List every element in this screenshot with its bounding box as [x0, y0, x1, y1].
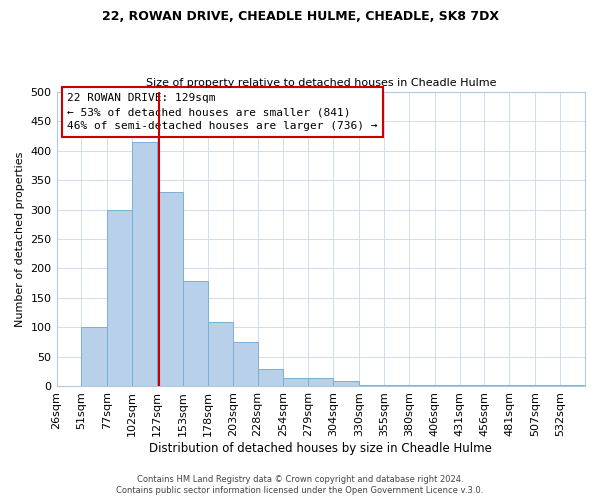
Bar [460, 384, 484, 386]
Bar [384, 384, 409, 386]
Title: Size of property relative to detached houses in Cheadle Hulme: Size of property relative to detached ho… [146, 78, 496, 88]
Bar [107, 210, 132, 386]
Bar [157, 192, 183, 386]
Bar [308, 378, 333, 386]
Text: Contains public sector information licensed under the Open Government Licence v.: Contains public sector information licen… [116, 486, 484, 495]
Bar [509, 384, 535, 386]
Bar [233, 342, 257, 386]
Bar [409, 384, 435, 386]
Bar [257, 369, 283, 386]
Bar [283, 378, 308, 386]
Text: 22, ROWAN DRIVE, CHEADLE HULME, CHEADLE, SK8 7DX: 22, ROWAN DRIVE, CHEADLE HULME, CHEADLE,… [101, 10, 499, 23]
Bar [359, 384, 384, 386]
Y-axis label: Number of detached properties: Number of detached properties [15, 152, 25, 326]
X-axis label: Distribution of detached houses by size in Cheadle Hulme: Distribution of detached houses by size … [149, 442, 492, 455]
Bar [132, 142, 157, 386]
Bar [183, 282, 208, 387]
Bar [82, 328, 107, 386]
Text: 22 ROWAN DRIVE: 129sqm
← 53% of detached houses are smaller (841)
46% of semi-de: 22 ROWAN DRIVE: 129sqm ← 53% of detached… [67, 93, 377, 131]
Bar [435, 384, 460, 386]
Text: Contains HM Land Registry data © Crown copyright and database right 2024.: Contains HM Land Registry data © Crown c… [137, 475, 463, 484]
Bar [484, 384, 509, 386]
Bar [208, 322, 233, 386]
Bar [333, 380, 359, 386]
Bar [535, 384, 560, 386]
Bar [560, 384, 585, 386]
